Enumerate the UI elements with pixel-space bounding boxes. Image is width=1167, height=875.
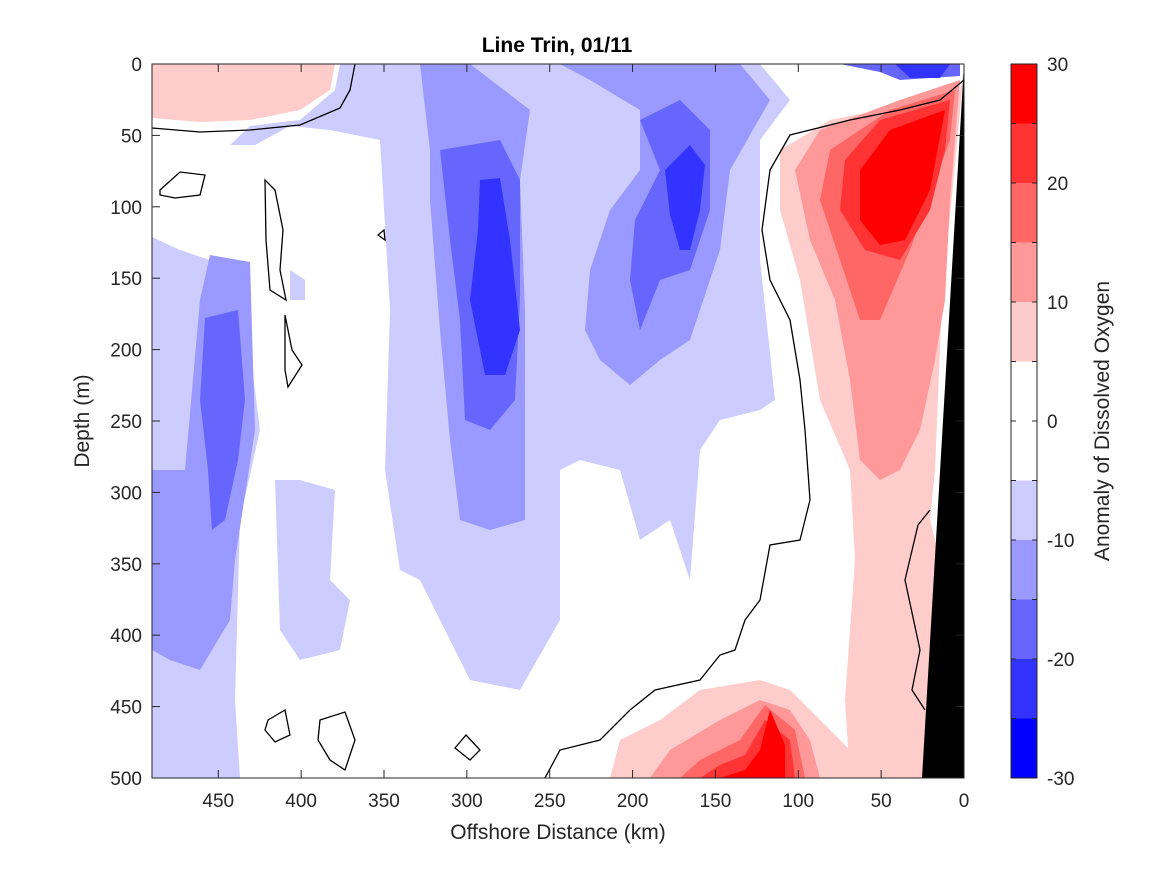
colorbar-cell xyxy=(1011,302,1037,362)
y-tick-label: 350 xyxy=(110,555,142,576)
y-axis-label: Depth (m) xyxy=(71,374,94,467)
contour-fill-surface-pos xyxy=(152,64,335,122)
y-tick-label: 500 xyxy=(110,769,142,790)
x-tick-label: 200 xyxy=(617,791,649,812)
y-tick-group: 0 50 100 150 200 250 300 350 400 450 500 xyxy=(110,55,964,790)
colorbar-cell xyxy=(1011,242,1037,302)
contour-fill-coast-pos5 xyxy=(860,110,945,245)
colorbar-tick-label: -30 xyxy=(1047,769,1074,790)
zero-contour-loop3 xyxy=(284,314,303,389)
colorbar-tick-label: 0 xyxy=(1047,412,1058,433)
y-tick-label: 400 xyxy=(110,626,142,647)
y-tick-label: 200 xyxy=(110,341,142,362)
y-tick-label: 300 xyxy=(110,483,142,504)
plot-area: 450 400 350 300 250 200 150 100 50 0 050100150200… xyxy=(110,55,969,812)
contour-fill-mid5 xyxy=(470,178,520,375)
contour-fill-bottom-pos5 xyxy=(720,710,785,778)
colorbar-cell xyxy=(1011,183,1037,243)
zero-contours xyxy=(151,63,965,779)
colorbar: 30 20 10 0 -10 -20 -30 xyxy=(1010,55,1074,790)
y-tick-label: 150 xyxy=(110,269,142,290)
colorbar-label: Anomaly of Dissolved Oxygen xyxy=(1091,281,1114,561)
contour-fill-topright-neg2 xyxy=(895,64,950,78)
zero-contour-loop7 xyxy=(376,228,386,242)
colorbar-tick-label: 30 xyxy=(1047,55,1068,76)
x-tick-label: 150 xyxy=(700,791,732,812)
x-tick-label: 50 xyxy=(871,791,892,812)
colorbar-cell xyxy=(1011,123,1037,183)
colorbar-cell xyxy=(1011,480,1037,540)
colorbar-cell xyxy=(1011,659,1037,719)
zero-contour-loop2 xyxy=(264,178,287,302)
colorbar-tick-label: -10 xyxy=(1047,531,1074,552)
zero-contour-surface xyxy=(151,63,356,133)
chart-title: Line Trin, 01/11 xyxy=(482,34,633,57)
y-tick-label: 0 xyxy=(131,55,142,76)
x-axis-label: Offshore Distance (km) xyxy=(450,821,666,844)
y-tick-label: 50 xyxy=(121,126,142,147)
zero-contour-loop4 xyxy=(264,708,291,743)
colorbar-cell xyxy=(1011,361,1037,421)
colorbar-cell xyxy=(1011,599,1037,659)
zero-contour-loop5 xyxy=(317,711,356,772)
colorbar-cell xyxy=(1011,64,1037,124)
colorbar-tick-group: 30 20 10 0 -10 -20 -30 xyxy=(1011,55,1074,790)
x-tick-label: 0 xyxy=(959,791,970,812)
x-tick-label: 450 xyxy=(202,791,234,812)
x-tick-label: 300 xyxy=(451,791,483,812)
colorbar-tick-label: 10 xyxy=(1047,293,1068,314)
bathymetry-mask xyxy=(922,64,964,778)
colorbar-tick-label: -20 xyxy=(1047,650,1074,671)
colorbar-cells xyxy=(1011,64,1037,778)
colorbar-tick-label: 20 xyxy=(1047,174,1068,195)
x-tick-label: 400 xyxy=(285,791,317,812)
colorbar-cell xyxy=(1011,540,1037,600)
x-tick-group: 450 400 350 300 250 200 150 100 50 0 xyxy=(202,64,969,812)
contour-fill-mid6 xyxy=(665,145,705,250)
zero-contour-near-coast xyxy=(904,509,931,711)
x-tick-label: 100 xyxy=(782,791,814,812)
contour-fills xyxy=(152,64,964,778)
contour-fill-low3 xyxy=(200,310,245,530)
y-tick-label: 100 xyxy=(110,198,142,219)
zero-contour-loop6 xyxy=(454,734,481,761)
contour-fill-low4 xyxy=(290,270,305,300)
contour-fill-low5 xyxy=(275,480,350,660)
x-tick-label: 350 xyxy=(368,791,400,812)
y-tick-label: 250 xyxy=(110,412,142,433)
y-tick-label: 450 xyxy=(110,698,142,719)
zero-contour-coast xyxy=(544,79,965,779)
colorbar-cell xyxy=(1011,421,1037,481)
zero-contour-loop1 xyxy=(159,171,206,199)
x-tick-label: 250 xyxy=(534,791,566,812)
colorbar-cell xyxy=(1011,718,1037,778)
